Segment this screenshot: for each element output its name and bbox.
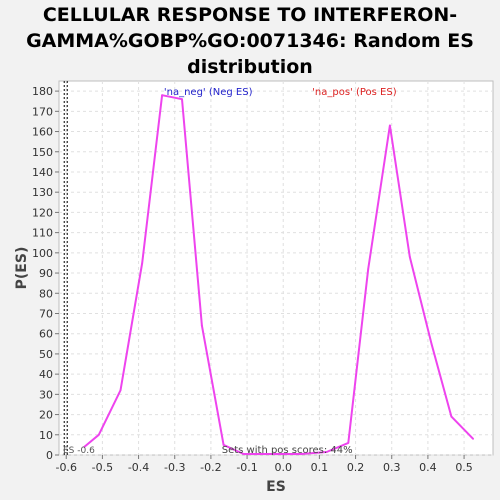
x-tick-label: -0.1 (236, 461, 257, 474)
y-tick-label: 180 (32, 85, 53, 98)
y-tick-label: 90 (39, 267, 53, 280)
x-tick-label: -0.5 (92, 461, 113, 474)
es-marker-label: ES -0.6 (63, 446, 95, 456)
data-point (264, 453, 267, 455)
data-point (430, 342, 433, 345)
plot-area (58, 80, 494, 456)
data-point (325, 451, 328, 453)
y-tick-label: 10 (39, 429, 53, 442)
y-tick-label: 150 (32, 146, 53, 159)
data-point (282, 453, 285, 455)
pos-es-label: 'na_pos' (Pos ES) (312, 87, 397, 98)
x-tick-label: 0.1 (311, 461, 329, 474)
data-point (161, 94, 163, 97)
y-tick-label: 110 (32, 227, 53, 240)
data-point (83, 446, 86, 448)
y-tick-label: 170 (32, 105, 53, 118)
x-tick-label: -0.3 (164, 461, 185, 474)
data-point (200, 324, 203, 327)
data-point (367, 268, 370, 270)
y-tick-label: 130 (32, 186, 53, 199)
x-axis-label: ES (266, 479, 286, 495)
data-point (472, 437, 475, 440)
y-tick-label: 20 (39, 409, 53, 422)
y-tick-label: 80 (39, 287, 53, 300)
x-tick-label: -0.2 (200, 461, 221, 474)
chart-title-line-1: CELLULAR RESPONSE TO INTERFERON- (42, 4, 458, 26)
data-point (347, 441, 350, 444)
y-axis-label: P(ES) (14, 247, 30, 290)
x-tick-label: 0.2 (347, 461, 365, 474)
y-tick-label: 140 (32, 166, 53, 179)
y-tick-label: 160 (32, 126, 53, 139)
data-point (181, 98, 183, 101)
x-tick-label: -0.6 (55, 461, 76, 474)
y-tick-label: 120 (32, 206, 53, 219)
neg-es-label: 'na_neg' (Neg ES) (164, 87, 253, 98)
pos-score-footer: Sets with pos scores: 44% (222, 445, 353, 456)
chart-title-line-2: GAMMA%GOBP%GO:0071346: Random ES (26, 30, 474, 52)
data-point (242, 453, 245, 455)
x-tick-label: 0.4 (419, 461, 437, 474)
data-point (389, 124, 391, 127)
data-point (450, 415, 453, 418)
x-tick-label: -0.4 (128, 461, 149, 474)
data-point (300, 453, 303, 455)
y-tick-label: 30 (39, 388, 53, 401)
y-tick-label: 70 (39, 307, 53, 320)
y-tick-label: 60 (39, 328, 53, 341)
y-tick-label: 0 (46, 449, 53, 462)
y-tick-label: 50 (39, 348, 53, 361)
x-tick-label: 0.3 (383, 461, 401, 474)
y-tick-label: 40 (39, 368, 53, 381)
data-point (408, 255, 411, 258)
y-tick-label: 100 (32, 247, 53, 260)
data-point (141, 262, 144, 264)
data-point (222, 443, 225, 446)
x-tick-label: 0.0 (274, 461, 292, 474)
data-point (97, 433, 100, 436)
data-point (119, 389, 122, 392)
chart-title: CELLULAR RESPONSE TO INTERFERON- GAMMA%G… (0, 2, 500, 80)
x-tick-label: 0.5 (455, 461, 473, 474)
chart-title-line-3: distribution (187, 56, 313, 78)
series-line (83, 94, 474, 455)
